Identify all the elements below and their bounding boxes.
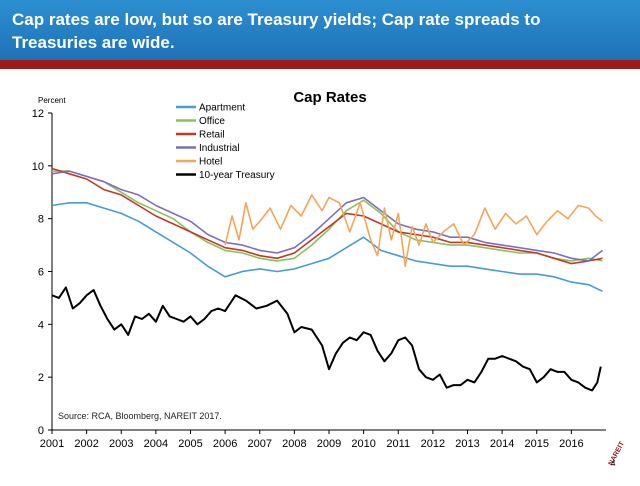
x-tick-label: 2010 bbox=[351, 438, 375, 450]
x-tick-label: 2008 bbox=[282, 438, 306, 450]
y-tick-label: 6 bbox=[38, 267, 44, 279]
legend: Apartment Office Retail Industrial Hotel 10-y… bbox=[176, 103, 275, 181]
x-tick-label: 2009 bbox=[317, 438, 341, 450]
title-banner: Cap rates are low, but so are Treasury y… bbox=[0, 0, 640, 60]
x-tick-label: 2003 bbox=[109, 438, 133, 450]
slide-title: Cap rates are low, but so are Treasury y… bbox=[12, 10, 541, 52]
series-line-0 bbox=[51, 202, 603, 293]
y-tick-label: 2 bbox=[38, 372, 44, 384]
x-tick-label: 2011 bbox=[386, 438, 410, 450]
source-note: Source: RCA, Bloomberg, NAREIT 2017. bbox=[58, 411, 222, 421]
y-tick-label: 0 bbox=[38, 425, 44, 437]
x-tick-label: 2001 bbox=[40, 438, 64, 450]
x-tick-label: 2007 bbox=[248, 438, 272, 450]
series-line-1 bbox=[52, 170, 603, 262]
legend-label: Apartment bbox=[199, 103, 245, 114]
legend-label: Industrial bbox=[199, 143, 240, 154]
series-line-4 bbox=[224, 194, 603, 267]
series-line-5 bbox=[51, 286, 602, 392]
legend-label: Office bbox=[199, 116, 225, 127]
series-layer bbox=[51, 167, 603, 392]
series-line-2 bbox=[51, 167, 603, 265]
x-tick-label: 2005 bbox=[178, 438, 202, 450]
x-tick-label: 2013 bbox=[455, 438, 479, 450]
y-tick-label: 10 bbox=[32, 161, 44, 173]
x-tick-label: 2014 bbox=[490, 438, 514, 450]
legend-label: Retail bbox=[199, 130, 225, 141]
y-tick-label: 8 bbox=[38, 214, 44, 226]
chart-title: Cap Rates bbox=[293, 89, 366, 106]
banner-rule bbox=[0, 60, 640, 69]
x-tick-label: 2012 bbox=[421, 438, 445, 450]
axes: 0 2 4 6 8 10 12 2001 2002 2003 2004 2005 2006 2007 200… bbox=[32, 108, 606, 450]
series-line-3 bbox=[51, 170, 603, 262]
x-tick-label: 2002 bbox=[74, 438, 98, 450]
y-unit-label: Percent bbox=[38, 96, 66, 105]
x-tick-label: 2004 bbox=[144, 438, 168, 450]
x-tick-label: 2015 bbox=[525, 438, 549, 450]
x-tick-label: 2016 bbox=[559, 438, 583, 450]
legend-label: 10-year Treasury bbox=[199, 170, 275, 181]
legend-label: Hotel bbox=[199, 157, 222, 168]
y-tick-label: 4 bbox=[38, 319, 44, 331]
page-number: 4 bbox=[611, 459, 616, 468]
x-tick-label: 2006 bbox=[213, 438, 237, 450]
y-tick-label: 12 bbox=[32, 108, 44, 120]
